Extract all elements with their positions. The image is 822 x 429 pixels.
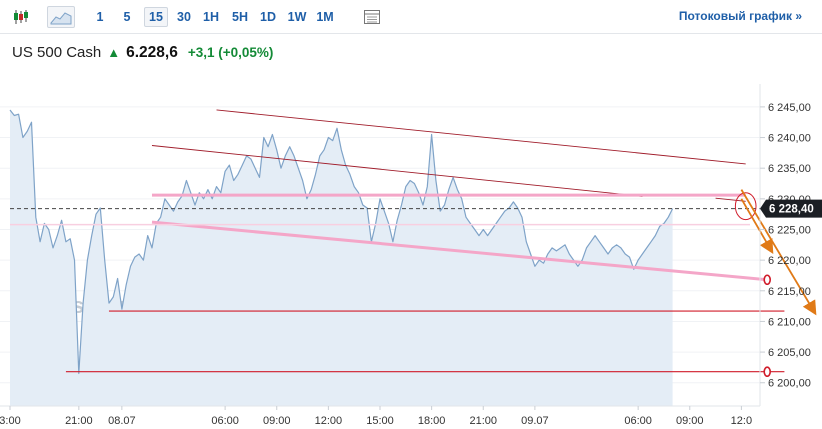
forecast-arrow bbox=[740, 189, 817, 316]
x-tick-label: 15:00 bbox=[366, 415, 394, 427]
table-icon[interactable] bbox=[360, 6, 384, 28]
x-tick-label: 06:00 bbox=[624, 415, 652, 427]
y-tick-label: 6 215,00 bbox=[768, 286, 811, 298]
highlight-ellipse bbox=[734, 192, 757, 221]
x-tick-label: 12:00 bbox=[315, 415, 343, 427]
stream-chart-link[interactable]: Потоковый график » bbox=[678, 9, 802, 23]
trend-line bbox=[216, 109, 746, 165]
price-series bbox=[9, 109, 674, 406]
candlestick-icon[interactable] bbox=[8, 6, 34, 28]
x-tick-label: 09:00 bbox=[676, 415, 704, 427]
x-axis: 3:00 21:00 08.07 06:00 09:00 12:00 15:00 18:00 2… bbox=[0, 406, 752, 427]
quote-header: US 500 Cash ▲ 6.228,6 +3,1 (+0,05%) bbox=[12, 44, 273, 62]
x-tick-label: 21:00 bbox=[65, 415, 93, 427]
trend-line bbox=[715, 197, 746, 202]
timeframe-1w[interactable]: 1W bbox=[287, 10, 307, 24]
x-tick-label: 3:00 bbox=[0, 415, 21, 427]
timeframe-5h[interactable]: 5H bbox=[232, 10, 248, 24]
price-tag-background bbox=[760, 199, 822, 218]
up-arrow-icon: ▲ bbox=[107, 45, 121, 60]
instrument-name: US 500 Cash bbox=[12, 44, 102, 61]
timeframe-1[interactable]: 1 bbox=[96, 10, 104, 24]
timeframe-15[interactable]: 15 bbox=[144, 7, 168, 27]
x-tick-label: 21:00 bbox=[469, 415, 497, 427]
y-tick-label: 6 245,00 bbox=[768, 102, 811, 114]
line-end-marker bbox=[763, 366, 772, 378]
x-tick-label: 18:00 bbox=[418, 415, 446, 427]
price-change: +3,1 (+0,05%) bbox=[188, 45, 274, 60]
forecast-arrow bbox=[740, 198, 774, 255]
y-tick-label: 6 225,00 bbox=[768, 224, 811, 236]
price-change-abs: +3,1 bbox=[187, 45, 215, 60]
line-end-marker bbox=[763, 274, 772, 286]
price-chart[interactable]: Investing.com 6 245,006 240,006 235,006 … bbox=[0, 84, 822, 429]
trend-line bbox=[151, 145, 643, 197]
drawing-annotations bbox=[10, 109, 817, 378]
y-axis: 6 245,006 240,006 235,006 230,006 225,00… bbox=[760, 102, 811, 390]
x-tick-label: 09.07 bbox=[521, 415, 549, 427]
x-tick-label: 08.07 bbox=[108, 415, 136, 427]
timeframe-1d[interactable]: 1D bbox=[260, 10, 276, 24]
timeframe-5[interactable]: 5 bbox=[123, 10, 131, 24]
chart-toolbar: 1 5 15 30 1H 5H 1D 1W 1M Потоковый графи… bbox=[0, 0, 822, 34]
timeframe-1m[interactable]: 1M bbox=[316, 10, 334, 24]
y-tick-label: 6 200,00 bbox=[768, 378, 811, 390]
area-chart-icon[interactable] bbox=[47, 6, 75, 28]
y-tick-label: 6 205,00 bbox=[768, 347, 811, 359]
y-tick-label: 6 210,00 bbox=[768, 316, 811, 328]
last-price: 6.228,6 bbox=[126, 44, 178, 61]
current-price-tag: 6 228,40 bbox=[760, 199, 822, 218]
trend-line bbox=[151, 220, 768, 282]
price-area-fill bbox=[10, 110, 673, 406]
price-tag-label: 6 228,40 bbox=[769, 204, 814, 216]
y-tick-label: 6 235,00 bbox=[768, 163, 811, 175]
x-tick-label: 06:00 bbox=[211, 415, 239, 427]
x-tick-label: 12:0 bbox=[731, 415, 752, 427]
x-tick-label: 09:00 bbox=[263, 415, 291, 427]
timeframe-30[interactable]: 30 bbox=[177, 10, 191, 24]
y-tick-label: 6 240,00 bbox=[768, 133, 811, 145]
timeframe-1h[interactable]: 1H bbox=[203, 10, 219, 24]
price-change-pct: (+0,05%) bbox=[218, 45, 274, 60]
price-line bbox=[9, 109, 674, 375]
y-tick-label: 6 220,00 bbox=[768, 255, 811, 267]
